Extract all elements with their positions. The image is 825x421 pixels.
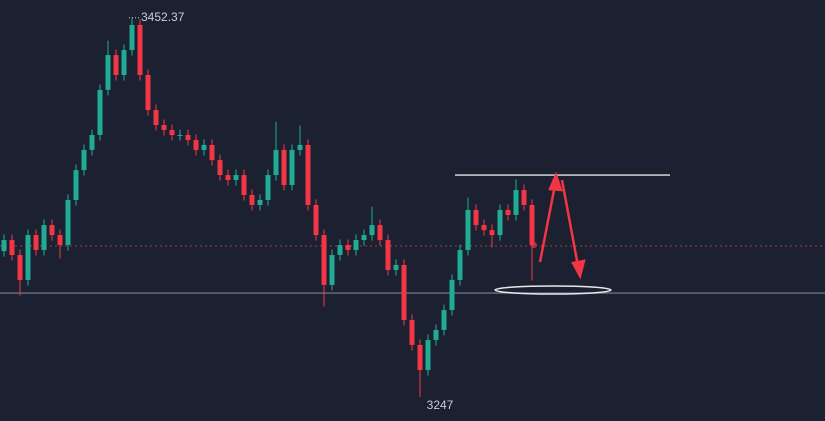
candle-body (505, 209, 511, 215)
candle-body (25, 235, 31, 280)
candle-body (137, 24, 143, 75)
candle-body (17, 255, 23, 280)
candle-body (161, 125, 167, 130)
arrow-up (538, 184, 557, 263)
candle-body (81, 149, 87, 171)
candle-body (241, 175, 247, 195)
arrow-down (560, 179, 580, 267)
candle-body (289, 149, 295, 186)
candle-body (329, 255, 335, 285)
candle-body (145, 74, 151, 111)
candle-body (273, 149, 279, 176)
low-label: 3247 (427, 398, 454, 412)
candle-body (217, 160, 223, 176)
candle-body (89, 134, 95, 150)
candle-body (233, 175, 239, 181)
candle-body (121, 50, 127, 75)
candle-body (513, 190, 519, 215)
price-dot (531, 242, 537, 248)
candle-body (401, 264, 407, 320)
candle-body (249, 194, 255, 205)
candle-body (177, 134, 183, 136)
candle-body (265, 175, 271, 200)
candle-body (105, 55, 111, 90)
candle-body (201, 144, 207, 150)
candle-body (73, 170, 79, 200)
candle-body (1, 240, 7, 252)
candle-body (129, 24, 135, 51)
candle-body (385, 240, 391, 270)
candle-body (321, 235, 327, 285)
candle-body (521, 190, 527, 205)
candle-body (361, 235, 367, 241)
candle-body (473, 209, 479, 226)
candle-body (465, 209, 471, 251)
candle-body (313, 204, 319, 236)
high-label: 3452.37 (141, 10, 185, 24)
candle-body (425, 339, 431, 371)
candle-body (409, 319, 415, 345)
candle-body (337, 245, 343, 256)
candle-body (353, 240, 359, 251)
arrow-head (548, 171, 563, 192)
candle-body (281, 149, 287, 186)
arrow-head (571, 259, 586, 280)
candle-body (257, 199, 263, 205)
candle-body (193, 139, 199, 150)
candle-body (529, 204, 535, 246)
candle-body (169, 129, 175, 135)
candle-body (393, 264, 399, 270)
range-ellipse (494, 285, 612, 295)
candle-body (417, 344, 423, 371)
candle-body (297, 144, 303, 150)
candle-body (33, 235, 39, 251)
candle-body (113, 55, 119, 75)
candle-body (433, 329, 439, 340)
candle-body (57, 235, 63, 246)
candle-body (489, 230, 495, 236)
candle-body (369, 225, 375, 236)
candle-body (457, 250, 463, 280)
candle-body (153, 110, 159, 126)
candle-body (97, 89, 103, 135)
candle-body (345, 245, 351, 251)
candle-body (9, 240, 15, 256)
candle-body (225, 175, 231, 181)
candle-body (305, 144, 311, 205)
candle-body (497, 209, 503, 236)
candle-body (441, 310, 447, 330)
arrows (538, 171, 586, 280)
candle-body (449, 279, 455, 311)
candle-body (65, 199, 71, 246)
candle-body (41, 225, 47, 251)
candle-body (377, 225, 383, 241)
candle-body (49, 225, 55, 236)
candle-body (185, 134, 191, 140)
candle-body (481, 225, 487, 231)
candle-body (209, 144, 215, 161)
